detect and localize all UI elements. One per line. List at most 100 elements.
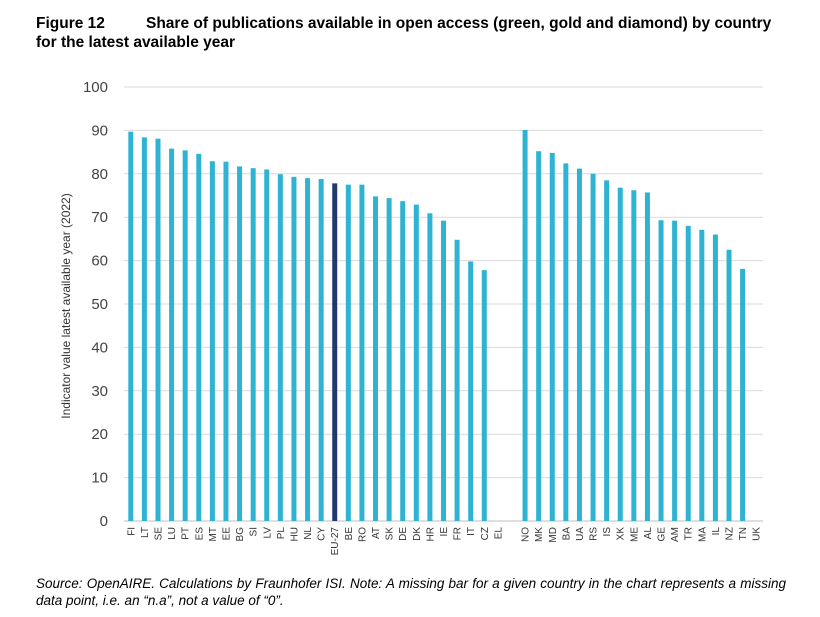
bar-ie [441,220,446,521]
bar-ma [699,229,705,521]
bar-be [345,184,351,521]
y-axis-label: Indicator value latest available year (2… [59,193,73,418]
x-tick-label: DK [412,527,423,541]
x-tick-label: MA [697,527,708,542]
x-tick-label: SE [153,527,164,541]
x-tick-label: TN [738,527,749,540]
bar-xk [617,187,623,522]
x-tick-label: CZ [480,527,491,540]
y-tick-label: 60 [91,253,108,270]
x-tick-label: ME [629,527,640,542]
x-tick-label: RS [589,527,600,541]
x-tick-label: MT [208,527,219,541]
bar-chart: 0 10 20 30 40 50 60 70 80 90 100 Indicator value la… [59,79,763,556]
bar-ge [658,220,664,521]
bar-me [631,190,637,522]
y-tick-label: 70 [91,209,108,226]
bar-mk [536,151,542,521]
bar-il [712,234,718,521]
bar-ba [563,163,569,521]
bar-tr [685,225,691,521]
x-tick-label: BA [561,527,572,541]
y-tick-label: 80 [91,166,108,183]
x-tick-label: EE [221,527,232,541]
x-tick-label: UA [575,527,586,541]
x-tick-label: DE [398,527,409,541]
y-tick-label: 50 [91,296,108,313]
x-tick-label: IS [602,527,613,537]
bar-nz [726,249,732,521]
bar-no [522,129,528,521]
bar-pt [182,150,188,521]
bar-hu [291,176,297,521]
x-tick-label: UK [752,527,763,541]
figure-title: Figure 12 Share of publications available… [36,14,796,52]
y-tick-label: 40 [91,339,108,356]
x-tick-label: EU-27 [330,527,341,556]
x-tick-label: MD [548,527,559,543]
figure-number: Figure 12 [36,15,105,32]
y-tick-label: 90 [91,122,108,139]
x-tick-label: NZ [725,527,736,540]
x-tick-label: PL [276,527,287,540]
x-tick-label: ES [194,527,205,541]
bar-es [196,153,202,521]
x-tick-label: FR [453,527,464,540]
x-tick-label: LU [167,527,178,540]
x-tick-label: XK [616,527,627,541]
bar-at [373,196,379,522]
bar-am [672,220,678,521]
x-tick-label: PT [181,527,192,540]
x-tick-label: AM [670,527,681,542]
bar-pl [277,174,283,521]
bar-nl [305,178,311,521]
bar-ee [223,161,229,521]
bar-bg [237,166,243,521]
x-tick-label: NO [521,527,532,542]
bar-fr [454,239,460,521]
x-tick-label: BE [344,527,355,541]
bar-fi [128,131,134,521]
y-tick-label: 30 [91,383,108,400]
bar-tn [740,268,746,521]
y-tick-label: 100 [83,79,108,96]
bar-lt [141,137,147,521]
bar-it [468,261,474,521]
x-tick-label: CY [317,527,328,541]
x-tick-label: BG [235,527,246,542]
bar-cz [481,270,487,521]
bar-mt [209,161,215,522]
bar-eu-27 [332,183,338,521]
x-tick-label: SI [249,527,260,536]
bar-lv [264,169,270,521]
x-tick-label: AL [643,527,654,540]
x-tick-label: MK [534,527,545,542]
bar-sk [386,198,392,521]
x-tick-label: HU [289,527,300,541]
bar-de [400,201,406,521]
figure-title-text: Share of publications available in open … [36,15,772,51]
x-tick-label: SK [385,527,396,541]
x-tick-label: LT [140,527,151,538]
x-tick-label: FI [126,527,137,536]
x-tick-label: AT [371,527,382,539]
bar-md [549,152,555,521]
y-tick-label: 20 [91,426,108,443]
x-tick-label: GE [657,527,668,542]
y-tick-label: 0 [100,513,108,530]
x-tick-label: IL [711,527,722,536]
bar-se [155,138,161,521]
bar-lu [169,148,175,522]
x-tick-label: IT [466,527,477,536]
x-tick-label: EL [493,527,504,540]
bar-si [250,168,256,521]
bar-rs [590,173,596,522]
source-note: Source: OpenAIRE. Calculations by Fraunh… [36,576,786,608]
x-tick-label: NL [303,527,314,540]
bar-ro [359,184,365,521]
bar-ua [576,168,582,522]
x-tick-label: RO [357,527,368,542]
bar-cy [318,179,324,521]
x-tick-label: IE [439,527,450,537]
x-tick-label: LV [262,527,273,539]
